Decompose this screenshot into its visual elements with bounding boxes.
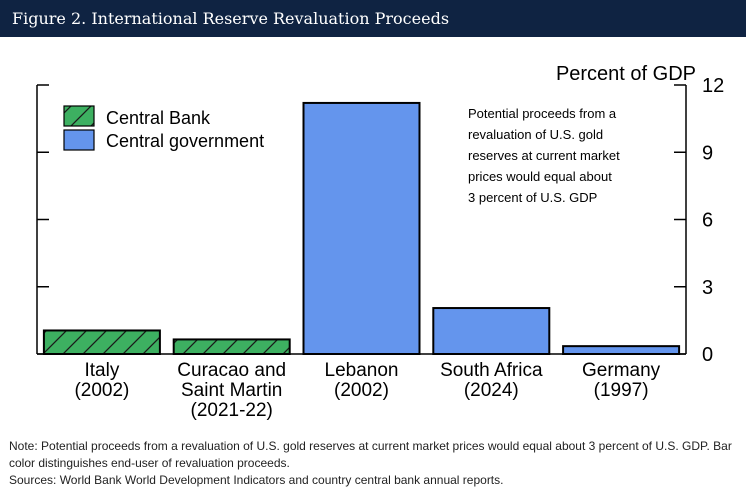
x-tick-label: South Africa <box>440 360 543 381</box>
x-tick-label: (2021-22) <box>191 400 273 421</box>
bar-1 <box>172 338 291 356</box>
annotation: Potential proceeds from a revaluation of … <box>468 106 620 205</box>
figure-title: Figure 2. International Reserve Revaluat… <box>0 0 746 37</box>
annotation-line: Potential proceeds from a <box>468 106 617 121</box>
annotation-line: reserves at current market <box>468 148 620 163</box>
legend: Central Bank Central government <box>63 105 264 151</box>
legend-swatch-central-government <box>63 129 95 151</box>
footer: Note: Potential proceeds from a revaluat… <box>9 438 739 489</box>
y-tick-label: 0 <box>702 344 713 366</box>
x-tick-label: Germany <box>582 360 661 381</box>
y-axis-label: Percent of GDP <box>556 63 696 85</box>
x-tick-label: Saint Martin <box>181 380 282 401</box>
legend-swatch-central-bank <box>63 105 95 127</box>
bar-3 <box>432 307 551 356</box>
bar-2 <box>302 101 421 355</box>
bar-0 <box>42 329 161 355</box>
x-tick-label: (2024) <box>464 380 519 401</box>
y-tick-label: 6 <box>702 210 713 232</box>
y-axis: 0 3 6 9 12 <box>37 75 724 366</box>
footer-note: Note: Potential proceeds from a revaluat… <box>9 439 732 470</box>
x-tick-label: (1997) <box>594 380 649 401</box>
annotation-line: prices would equal about <box>468 169 612 184</box>
x-tick-label: Curacao and <box>177 360 286 381</box>
legend-label-central-government: Central government <box>106 131 264 151</box>
annotation-line: revaluation of U.S. gold <box>468 127 603 142</box>
annotation-line: 3 percent of U.S. GDP <box>468 190 597 205</box>
y-tick-label: 9 <box>702 142 713 164</box>
x-tick-label: Lebanon <box>325 360 399 381</box>
legend-label-central-bank: Central Bank <box>106 108 211 128</box>
x-tick-label: (2002) <box>74 380 129 401</box>
bars <box>42 101 681 356</box>
x-tick-label: Italy <box>84 360 119 381</box>
y-tick-label: 3 <box>702 277 713 299</box>
footer-sources: Sources: World Bank World Development In… <box>9 473 504 487</box>
y-tick-label: 12 <box>702 75 724 97</box>
bar-4 <box>562 345 681 356</box>
x-tick-label: (2002) <box>334 380 389 401</box>
